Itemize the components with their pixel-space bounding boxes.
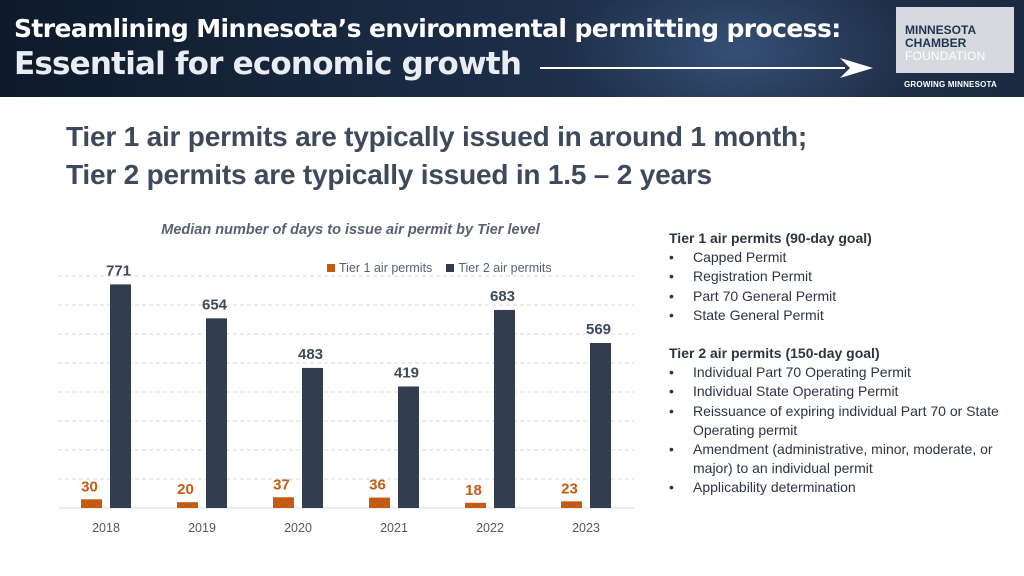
- bar-tier2: [110, 284, 131, 508]
- chamber-logo: MINNESOTA CHAMBER FOUNDATION: [896, 7, 1014, 73]
- list-item: Individual Part 70 Operating Permit: [669, 363, 1009, 382]
- arrow-right-icon: [540, 58, 873, 78]
- data-label-tier1: 30: [81, 478, 98, 495]
- legend-swatch-tier2: [446, 264, 455, 272]
- data-label-tier1: 23: [561, 480, 578, 497]
- data-label-tier2: 771: [106, 262, 131, 279]
- bar-chart: 30 771 2018 20 654 2019 37 483 2020 36 419 2021 18 68…: [58, 262, 634, 535]
- logo-line2: CHAMBER: [905, 36, 967, 50]
- data-label-tier2: 419: [394, 364, 419, 381]
- legend-label-tier2: Tier 2 air permits: [458, 261, 552, 275]
- list-item: Reissuance of expiring individual Part 7…: [669, 402, 1009, 440]
- x-tick-label: 2018: [92, 521, 120, 535]
- list-item: Capped Permit: [669, 248, 1009, 267]
- data-label-tier2: 654: [202, 296, 228, 313]
- logo-line3: FOUNDATION: [905, 49, 986, 63]
- spacer: [669, 325, 1009, 344]
- data-label-tier1: 36: [369, 477, 386, 494]
- x-tick-label: 2021: [380, 521, 408, 535]
- bar-tier2: [590, 342, 611, 508]
- bar-tier1: [465, 502, 486, 508]
- legend-swatch-tier1: [327, 264, 335, 272]
- tier2-list: Individual Part 70 Operating Permit Indi…: [669, 363, 1009, 498]
- x-tick-label: 2020: [284, 521, 312, 535]
- headline-line2: Tier 2 permits are typically issued in 1…: [66, 159, 712, 190]
- header-banner: Streamlining Minnesota’s environmental p…: [0, 0, 1024, 97]
- x-tick-label: 2022: [476, 521, 504, 535]
- bar-tier2: [398, 386, 419, 508]
- bar-tier1: [561, 501, 582, 508]
- chart-legend: Tier 1 air permits Tier 2 air permits: [327, 261, 552, 275]
- legend-item-tier2: Tier 2 air permits: [446, 261, 552, 275]
- data-label-tier1: 20: [177, 481, 194, 498]
- list-item: Amendment (administrative, minor, modera…: [669, 440, 1009, 478]
- banner-title-line1: Streamlining Minnesota’s environmental p…: [14, 14, 841, 43]
- bar-tier2: [302, 367, 323, 508]
- bar-tier1: [81, 499, 102, 508]
- headline-line1: Tier 1 air permits are typically issued …: [66, 121, 807, 152]
- data-label-tier2: 683: [490, 288, 515, 305]
- bar-tier1: [273, 497, 294, 508]
- logo-line1: MINNESOTA: [905, 23, 977, 37]
- data-label-tier2: 483: [298, 346, 323, 363]
- chart-title: Median number of days to issue air permi…: [161, 222, 540, 238]
- list-item: Individual State Operating Permit: [669, 382, 1009, 401]
- x-tick-label: 2023: [572, 521, 600, 535]
- slide-headline: Tier 1 air permits are typically issued …: [66, 118, 807, 194]
- banner-glow: [560, 0, 920, 97]
- logo-tagline: GROWING MINNESOTA: [904, 80, 998, 89]
- bar-tier1: [177, 502, 198, 508]
- x-tick-label: 2019: [188, 521, 216, 535]
- banner-title-line2: Essential for economic growth: [14, 46, 522, 82]
- tier2-heading: Tier 2 air permits (150-day goal): [669, 345, 880, 362]
- data-label-tier1: 18: [465, 482, 482, 499]
- bar-tier2: [206, 318, 227, 508]
- legend-item-tier1: Tier 1 air permits: [327, 261, 432, 275]
- bar-tier1: [369, 497, 390, 508]
- list-item: Applicability determination: [669, 478, 1009, 497]
- list-item: Registration Permit: [669, 267, 1009, 286]
- data-label-tier2: 569: [586, 321, 611, 338]
- list-item: Part 70 General Permit: [669, 287, 1009, 306]
- permit-types-panel: Tier 1 air permits (90-day goal) Capped …: [669, 229, 1009, 498]
- tier1-list: Capped Permit Registration Permit Part 7…: [669, 248, 1009, 325]
- bar-tier2: [494, 309, 515, 508]
- tier1-heading: Tier 1 air permits (90-day goal): [669, 230, 872, 246]
- list-item: State General Permit: [669, 306, 1009, 325]
- data-label-tier1: 37: [273, 476, 290, 493]
- legend-label-tier1: Tier 1 air permits: [339, 261, 433, 275]
